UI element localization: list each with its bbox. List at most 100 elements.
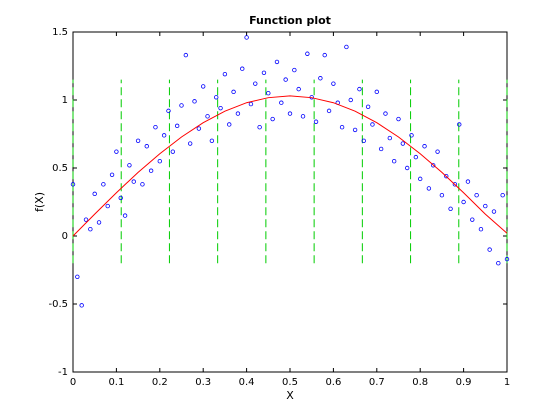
point: [470, 217, 475, 222]
point: [96, 220, 102, 225]
point: [474, 192, 479, 198]
y-axis-label: f(X): [33, 192, 46, 212]
x-tick-label: 0.8: [412, 377, 428, 388]
point: [209, 138, 215, 143]
point: [114, 149, 119, 154]
x-tick-label: 0.3: [195, 377, 211, 388]
point: [313, 119, 319, 124]
point: [270, 116, 275, 122]
point: [235, 111, 241, 116]
plot-area: [72, 31, 508, 373]
point: [305, 51, 310, 56]
point: [144, 144, 149, 149]
point: [431, 163, 436, 168]
point: [409, 133, 414, 138]
fit-curve: [72, 95, 508, 237]
point: [135, 138, 141, 143]
point: [361, 138, 366, 143]
point: [153, 124, 158, 130]
point: [292, 67, 297, 73]
point: [348, 97, 353, 103]
point: [483, 203, 488, 209]
point: [157, 158, 162, 164]
point: [83, 217, 89, 222]
point: [452, 182, 458, 187]
point: [487, 247, 492, 252]
point: [187, 141, 193, 146]
point: [205, 114, 210, 119]
point: [391, 158, 397, 164]
chart-title: Function plot: [249, 14, 331, 27]
point: [161, 133, 167, 138]
point: [435, 149, 440, 154]
point: [118, 195, 123, 201]
point: [461, 199, 466, 205]
point: [357, 86, 362, 92]
point: [300, 114, 306, 119]
point: [92, 191, 97, 197]
y-tick-label: 0: [62, 231, 68, 242]
point: [131, 179, 136, 184]
point: [496, 261, 501, 266]
point: [214, 95, 219, 100]
y-tick-label: 0.5: [52, 163, 68, 174]
point: [88, 226, 93, 232]
point: [374, 89, 379, 95]
point: [274, 59, 280, 65]
x-tick-label: 0.6: [325, 377, 341, 388]
point: [448, 206, 453, 211]
point: [222, 71, 228, 77]
point: [326, 108, 332, 114]
x-tick-label: 0: [70, 377, 76, 388]
point: [266, 90, 271, 96]
point: [383, 111, 388, 116]
point: [287, 111, 293, 116]
point: [365, 104, 371, 109]
point: [457, 122, 462, 127]
point: [231, 89, 236, 95]
point: [396, 116, 401, 122]
point: [378, 146, 384, 152]
x-tick-label: 1: [504, 377, 510, 388]
point: [166, 108, 171, 114]
point: [370, 122, 375, 127]
point: [404, 165, 410, 171]
y-tick-label: -1: [58, 367, 68, 378]
point: [75, 274, 80, 279]
point: [122, 213, 128, 218]
point: [500, 192, 505, 198]
point: [200, 84, 206, 89]
point: [257, 124, 262, 130]
point: [101, 182, 106, 187]
point: [183, 52, 189, 58]
point: [352, 127, 358, 133]
point: [279, 100, 284, 105]
point: [109, 172, 115, 177]
point: [261, 70, 267, 75]
point: [192, 99, 197, 104]
point: [218, 105, 223, 111]
point: [318, 76, 323, 81]
point: [422, 144, 427, 149]
x-tick-label: 0.1: [108, 377, 124, 388]
point: [400, 141, 406, 146]
point: [196, 126, 202, 131]
y-tick-label: 1: [62, 95, 68, 106]
point: [244, 35, 249, 40]
point: [413, 154, 419, 160]
point: [148, 168, 154, 173]
point: [439, 192, 445, 198]
point: [240, 66, 245, 71]
point: [296, 86, 301, 92]
x-tick-label: 0.4: [239, 377, 255, 388]
point: [322, 52, 327, 58]
point: [418, 176, 423, 182]
x-tick-label: 0.5: [282, 377, 298, 388]
x-tick-label: 0.7: [369, 377, 385, 388]
point: [465, 179, 471, 184]
point: [227, 122, 232, 127]
point: [253, 81, 258, 86]
x-tick-label: 0.2: [152, 377, 168, 388]
point: [105, 203, 110, 209]
